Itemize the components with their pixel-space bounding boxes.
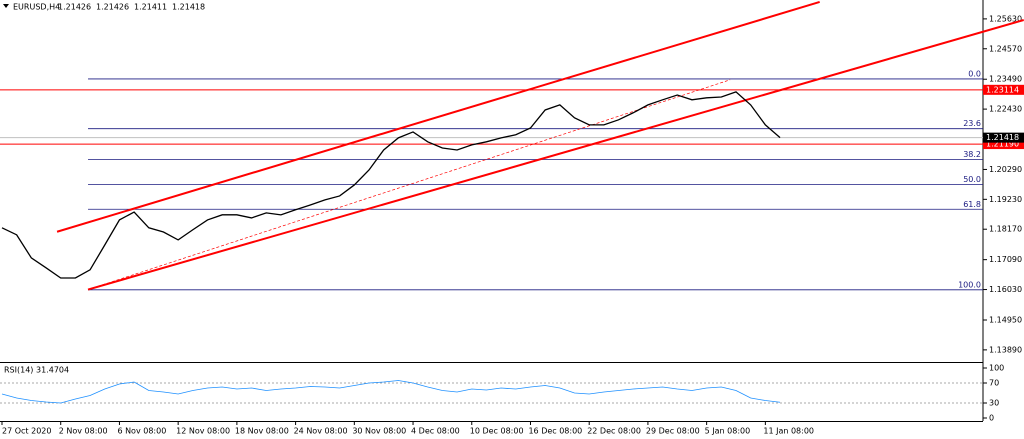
symbol: EURUSD,H4 — [13, 3, 60, 12]
x-tick-label: 4 Dec 08:00 — [411, 427, 460, 436]
y-tick-label: 30 — [989, 399, 999, 408]
fib-label: 61.8 — [963, 200, 981, 209]
symbol-menu-icon[interactable] — [3, 4, 9, 8]
y-tick-label: 1.20290 — [989, 165, 1022, 174]
trendline — [87, 19, 1024, 291]
y-tick-label: 100 — [989, 364, 1004, 373]
x-tick-label: 27 Oct 2020 — [2, 427, 51, 436]
ohlc-value: 1.21411 — [134, 3, 167, 12]
ohlc-value: 1.21426 — [58, 3, 91, 12]
fib-label: 38.2 — [963, 150, 981, 159]
rsi-title: RSI(14) — [4, 366, 33, 375]
price-line — [1, 380, 781, 404]
y-tick-label: 1.14950 — [989, 315, 1022, 324]
x-tick-label: 10 Dec 08:00 — [470, 427, 524, 436]
fib-label: 23.6 — [963, 119, 981, 128]
x-tick-label: 2 Nov 08:00 — [59, 427, 108, 436]
x-tick-label: 24 Nov 08:00 — [294, 427, 348, 436]
fib-label: 50.0 — [963, 175, 981, 184]
y-tick-label: 1.16030 — [989, 285, 1022, 294]
last-price-label: 1.21418 — [986, 133, 1019, 142]
price-line — [1, 91, 781, 279]
y-tick-label: 1.22430 — [989, 105, 1022, 114]
y-tick-label: 1.18170 — [989, 225, 1022, 234]
price-label-box — [983, 139, 1024, 150]
x-tick-label: 11 Jan 08:00 — [763, 427, 814, 436]
ohlc-value: 1.21418 — [172, 3, 205, 12]
last-price-box — [983, 132, 1024, 143]
y-tick-label: 1.13890 — [989, 345, 1022, 354]
y-tick-label: 1.19230 — [989, 195, 1022, 204]
trendline — [56, 1, 820, 233]
x-tick-label: 22 Dec 08:00 — [587, 427, 641, 436]
x-tick-label: 12 Nov 08:00 — [176, 427, 230, 436]
x-tick-label: 18 Nov 08:00 — [235, 427, 289, 436]
x-tick-label: 6 Nov 08:00 — [117, 427, 166, 436]
price-label: 1.21190 — [986, 140, 1019, 149]
y-tick-label: 1.23490 — [989, 75, 1022, 84]
ohlc-value: 1.21426 — [96, 3, 129, 12]
y-tick-label: 1.25630 — [989, 14, 1022, 23]
price-label: 1.23114 — [986, 85, 1019, 94]
fib-label: 0.0 — [968, 69, 981, 78]
trendline — [87, 79, 731, 290]
x-tick-label: 29 Dec 08:00 — [646, 427, 700, 436]
x-tick-label: 30 Nov 08:00 — [352, 427, 406, 436]
y-tick-label: 0 — [989, 414, 994, 423]
x-tick-label: 16 Dec 08:00 — [528, 427, 582, 436]
y-tick-label: 1.24570 — [989, 44, 1022, 53]
price-label-box — [983, 84, 1024, 95]
fib-label: 100.0 — [958, 280, 981, 289]
y-tick-label: 1.17090 — [989, 255, 1022, 264]
rsi-last-value: 31.4704 — [36, 366, 69, 375]
x-tick-label: 5 Jan 08:00 — [705, 427, 751, 436]
y-tick-label: 70 — [989, 379, 999, 388]
